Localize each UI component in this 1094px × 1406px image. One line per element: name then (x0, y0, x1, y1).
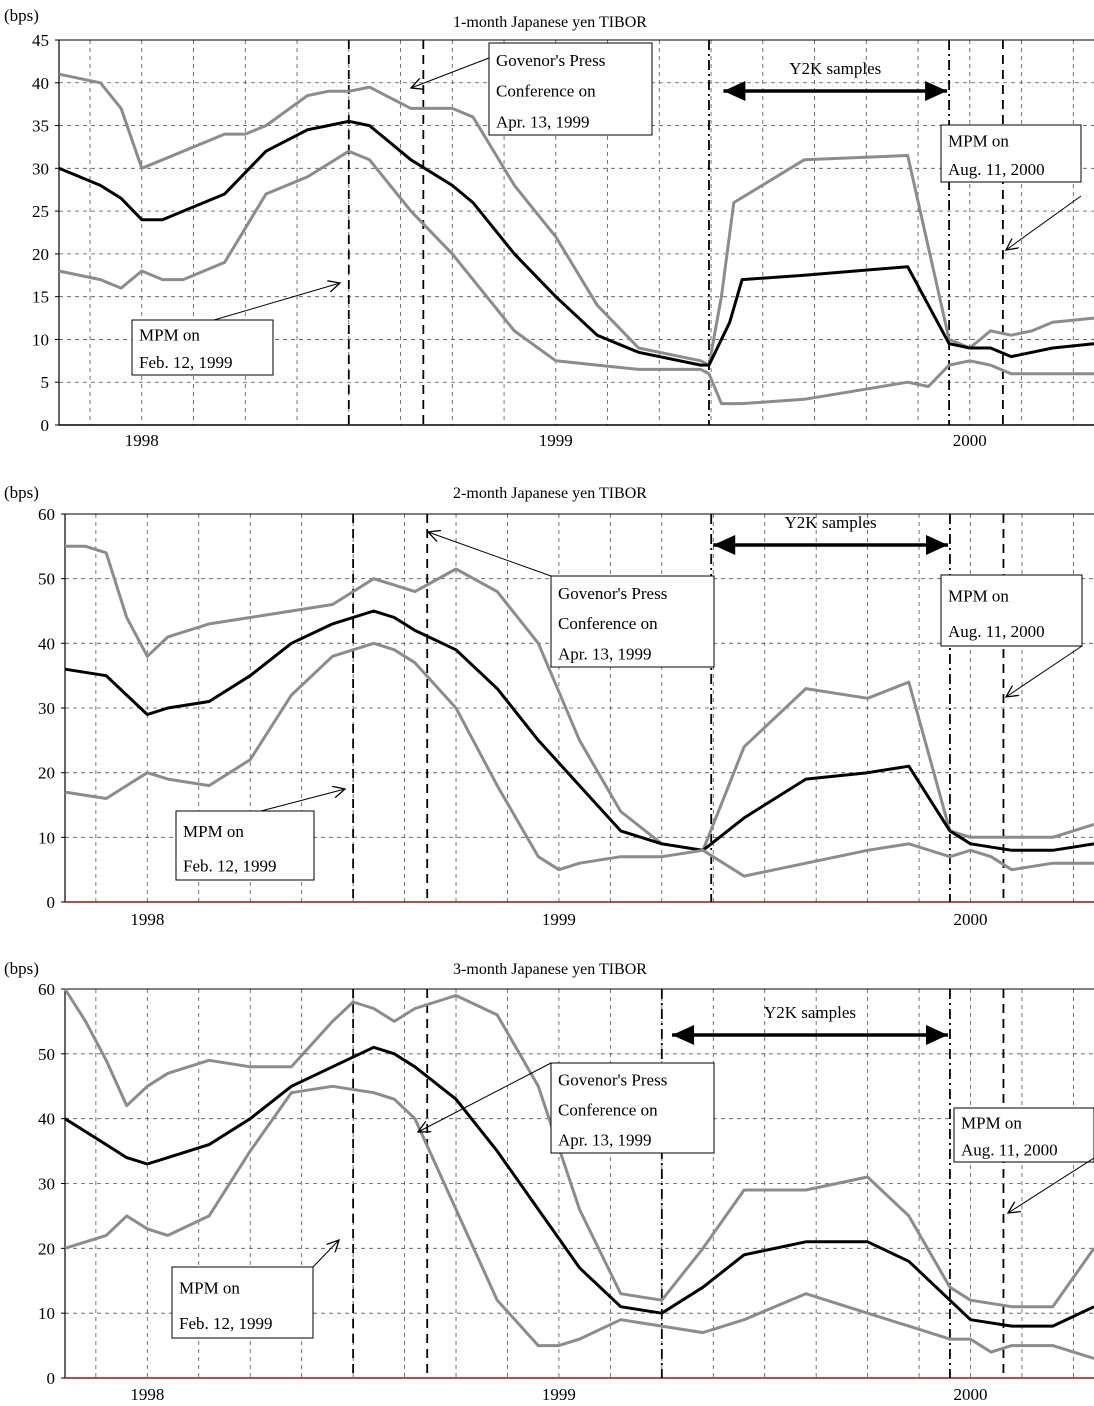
y-tick-label: 10 (38, 828, 55, 847)
chart-title: 2-month Japanese yen TIBOR (453, 485, 647, 502)
y-tick-label: 0 (47, 1369, 56, 1388)
x-tick-label: 1998 (130, 910, 164, 929)
annotation-box (550, 575, 715, 668)
y-tick-label: 5 (41, 373, 50, 392)
x-tick-label: 1999 (542, 910, 576, 929)
y2k-label: Y2K samples (785, 513, 877, 532)
annotation-arrow (1006, 645, 1083, 697)
annotation-text: Govenor's Press (558, 1071, 667, 1090)
x-tick-label: 1998 (125, 431, 159, 450)
series-line-lower (58, 149, 1094, 406)
annotation-arrow (411, 57, 490, 88)
series-line-upper (65, 544, 1094, 852)
annotation-text: MPM on (948, 131, 1009, 150)
annotation-text: Feb. 12, 1999 (139, 353, 233, 372)
y-tick-label: 40 (32, 74, 49, 93)
annotation-text: MPM on (948, 587, 1009, 606)
y-tick-label: 20 (38, 1239, 55, 1258)
annotation-arrow (428, 532, 552, 577)
chart-title: 1-month Japanese yen TIBOR (453, 14, 647, 31)
annotation-text: MPM on (961, 1113, 1022, 1132)
series-line-upper (63, 988, 1094, 1309)
y-tick-label: 10 (38, 1304, 55, 1323)
annotation-text: Conference on (558, 614, 658, 633)
x-tick-label: 2000 (953, 431, 987, 450)
annotation-arrow (260, 789, 345, 812)
y-tick-label: 10 (32, 330, 49, 349)
x-tick-label: 2000 (954, 1385, 988, 1404)
annotation-box (171, 1266, 314, 1339)
chart-panel-1: 1-month Japanese yen TIBOR (bps) 0 5 10 15 20 2… (4, 6, 1094, 450)
annotation-text: MPM on (139, 326, 200, 345)
y2k-label: Y2K samples (789, 59, 881, 78)
y-tick-label: 50 (38, 1045, 55, 1064)
y-tick-label: 30 (32, 159, 49, 178)
annotation-box (175, 810, 315, 881)
y-axis-unit-label: (bps) (4, 483, 39, 502)
y2k-label: Y2K samples (764, 1003, 856, 1022)
y-tick-label: 20 (32, 245, 49, 264)
series-line-mean (64, 609, 1094, 852)
annotation-box (940, 574, 1083, 647)
annotation-arrow (213, 283, 340, 321)
annotation-text: Govenor's Press (496, 51, 605, 70)
annotation-text: MPM on (179, 1279, 240, 1298)
x-tick-label: 1999 (539, 431, 573, 450)
annotation-text: Conference on (496, 82, 596, 101)
annotation-box (131, 319, 274, 376)
annotation-text: Feb. 12, 1999 (183, 856, 277, 875)
annotation-text: MPM on (183, 822, 244, 841)
y-axis-unit-label: (bps) (4, 6, 39, 25)
y-tick-label: 45 (32, 31, 49, 50)
annotation-arrow (1008, 1157, 1094, 1213)
y-axis-unit-label: (bps) (4, 959, 39, 978)
series-line-lower (64, 641, 1094, 878)
y-tick-label: 30 (38, 699, 55, 718)
y-tick-label: 15 (32, 288, 49, 307)
y-tick-label: 40 (38, 1110, 55, 1129)
annotation-text: Aug. 11, 2000 (948, 160, 1045, 179)
annotation-text: Aug. 11, 2000 (948, 622, 1045, 641)
annotation-arrow (418, 1062, 552, 1132)
y-tick-label: 0 (41, 416, 50, 435)
x-tick-label: 1999 (542, 1385, 576, 1404)
y-tick-label: 25 (32, 202, 49, 221)
y-tick-label: 30 (38, 1175, 55, 1194)
annotation-box (940, 124, 1082, 183)
annotation-box (488, 42, 653, 136)
annotation-text: Apr. 13, 1999 (496, 112, 590, 131)
chart-panel-2: 2-month Japanese yen TIBOR (bps) 0 10 20 30 40… (4, 483, 1094, 929)
annotation-text: Govenor's Press (558, 584, 667, 603)
annotation-text: Apr. 13, 1999 (558, 644, 652, 663)
y-tick-label: 60 (38, 505, 55, 524)
annotation-arrow (1006, 195, 1082, 250)
series-line-mean (64, 1045, 1094, 1328)
annotation-arrow (312, 1240, 339, 1268)
annotation-text: Apr. 13, 1999 (558, 1131, 652, 1150)
chart-panel-3: 3-month Japanese yen TIBOR (bps) 0 10 20 30 40… (4, 959, 1094, 1404)
y-tick-label: 0 (47, 893, 56, 912)
annotation-text: Conference on (558, 1101, 658, 1120)
y-tick-label: 40 (38, 634, 55, 653)
chart-title: 3-month Japanese yen TIBOR (453, 961, 647, 978)
annotation-box (953, 1107, 1094, 1163)
y-tick-label: 20 (38, 764, 55, 783)
series-line-lower (64, 1084, 1094, 1360)
y-tick-label: 50 (38, 570, 55, 589)
x-tick-label: 2000 (954, 910, 988, 929)
annotation-text: Aug. 11, 2000 (961, 1140, 1058, 1159)
annotation-text: Feb. 12, 1999 (179, 1314, 273, 1333)
y-tick-label: 35 (32, 117, 49, 136)
y-tick-label: 60 (38, 980, 55, 999)
annotation-box (550, 1062, 715, 1154)
x-tick-label: 1998 (130, 1385, 164, 1404)
series-line-mean (58, 119, 1094, 367)
